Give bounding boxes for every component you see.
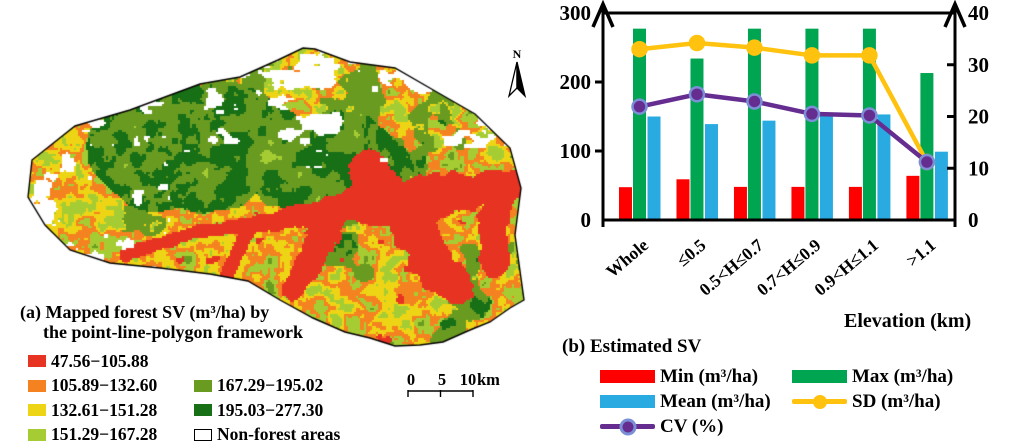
legend-label: 132.61−151.28 xyxy=(51,399,158,420)
svg-text:Whole: Whole xyxy=(602,235,652,282)
scale-unit: km xyxy=(477,370,500,389)
sd-marker-icon xyxy=(812,394,827,409)
legend-label: SD (m³/ha) xyxy=(852,390,941,412)
svg-text:100: 100 xyxy=(560,139,591,163)
scale-0: 0 xyxy=(407,370,415,389)
map-caption-line2: the point-line-polygon framework xyxy=(43,322,303,342)
chart-legend: Min (m³/ha) Max (m³/ha) Mean (m³/ha) SD … xyxy=(600,364,953,439)
max-swatch xyxy=(792,370,847,383)
legend-label: Non-forest areas xyxy=(217,424,341,445)
north-label: N xyxy=(513,47,522,61)
map-legend-item: 105.89−132.60 xyxy=(28,374,194,399)
legend-label: CV (%) xyxy=(660,415,724,437)
legend-item-sd: SD (m³/ha) xyxy=(792,389,953,414)
legend-swatch xyxy=(194,379,212,392)
legend-item-max: Max (m³/ha) xyxy=(792,364,953,389)
legend-label: 151.29−167.28 xyxy=(51,424,158,445)
map-legend: 47.56−105.88 105.89−132.60 132.61−151.28… xyxy=(28,349,340,447)
north-arrow-icon: N xyxy=(507,47,527,99)
legend-swatch xyxy=(28,355,46,368)
mean-swatch xyxy=(600,395,655,408)
legend-item-min: Min (m³/ha) xyxy=(600,364,792,389)
map-scale-bar: 0 5 10 km xyxy=(407,370,500,397)
scale-10: 10 xyxy=(460,370,477,389)
map-legend-item: 167.29−195.02 xyxy=(194,374,340,399)
map-legend-item: Non-forest areas xyxy=(194,423,340,448)
svg-text:≤0.5: ≤0.5 xyxy=(673,235,710,271)
legend-swatch-nonforest xyxy=(194,428,212,441)
chart-caption: (b) Estimated SV xyxy=(562,336,702,357)
panel-forest-map: N 0 5 10 km (a) Mapped forest SV (m³/ha)… xyxy=(20,40,530,447)
forest-sv-map-image xyxy=(20,40,530,352)
legend-label: Min (m³/ha) xyxy=(660,365,759,387)
svg-text:0: 0 xyxy=(581,208,592,232)
legend-label: Mean (m³/ha) xyxy=(660,390,771,412)
sd-line-swatch xyxy=(792,394,847,409)
cv-line-swatch xyxy=(600,418,655,435)
scale-5: 5 xyxy=(438,370,446,389)
svg-text:10: 10 xyxy=(968,156,989,180)
legend-label: 195.03−277.30 xyxy=(217,399,324,420)
svg-text:40: 40 xyxy=(968,1,989,25)
svg-text:20: 20 xyxy=(968,105,989,129)
legend-label: Max (m³/ha) xyxy=(852,365,954,387)
panel-estimated-sv-chart: 0 100 200 300 0 10 20 30 40 Whole ≤0.5 0.5<H≤0.7 0.7… xyxy=(560,0,1015,448)
svg-text:>1.1: >1.1 xyxy=(902,235,939,271)
legend-swatch xyxy=(28,428,46,441)
svg-text:200: 200 xyxy=(560,70,591,94)
map-caption: (a) Mapped forest SV (m³/ha) by the poin… xyxy=(20,302,303,342)
legend-swatch xyxy=(28,379,46,392)
map-caption-line1: (a) Mapped forest SV (m³/ha) by xyxy=(20,302,270,322)
legend-label: 167.29−195.02 xyxy=(217,375,324,396)
svg-text:30: 30 xyxy=(968,53,989,77)
map-legend-item: 132.61−151.28 xyxy=(28,398,194,423)
legend-swatch xyxy=(194,404,212,417)
svg-text:0: 0 xyxy=(968,208,979,232)
map-legend-item: 47.56−105.88 xyxy=(28,349,194,374)
min-swatch xyxy=(600,370,655,383)
svg-text:300: 300 xyxy=(560,1,591,25)
legend-label: 105.89−132.60 xyxy=(51,375,158,396)
svg-text:0.9<H≤1.1: 0.9<H≤1.1 xyxy=(810,235,882,300)
legend-item-mean: Mean (m³/ha) xyxy=(600,389,792,414)
map-legend-item: 151.29−167.28 xyxy=(28,423,194,448)
legend-label: 47.56−105.88 xyxy=(51,350,149,371)
x-axis-title: Elevation (km) xyxy=(844,310,972,332)
cv-marker-icon xyxy=(619,418,636,435)
map-legend-item: 195.03−277.30 xyxy=(194,398,340,423)
legend-swatch xyxy=(28,404,46,417)
legend-item-cv: CV (%) xyxy=(600,414,792,439)
